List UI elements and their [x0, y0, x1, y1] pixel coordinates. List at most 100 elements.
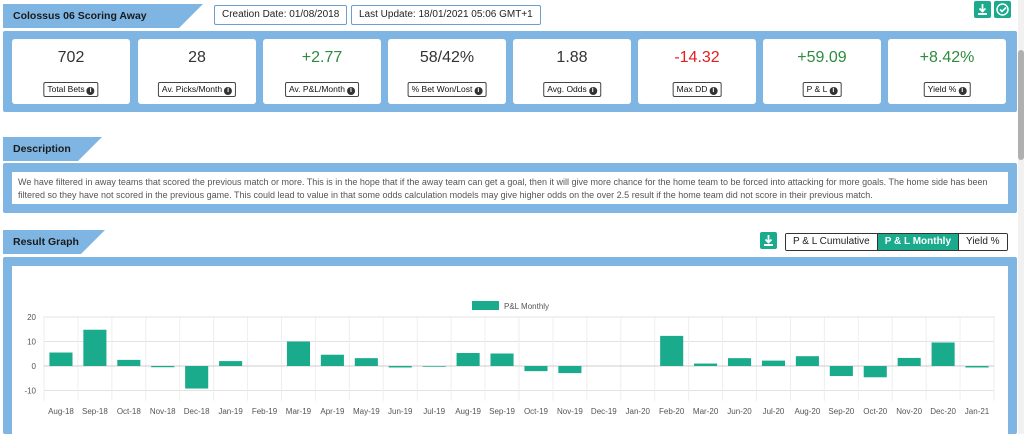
stat-av-pl: +2.77 Av. P&L/Month i [263, 39, 381, 104]
download-icon [978, 4, 987, 15]
bar [49, 352, 73, 366]
stat-value: 58/42% [419, 49, 475, 66]
creation-date: Creation Date: 01/08/2018 [214, 5, 348, 25]
x-tick-label: Feb-19 [252, 407, 278, 416]
stat-max-dd: -14.32 Max DD i [638, 39, 756, 104]
x-tick-label: Sep-20 [828, 407, 854, 416]
stats-panel: 702 Total Bets i 28 Av. Picks/Month i +2.7… [3, 31, 1017, 112]
description-text: We have filtered in away teams that scor… [12, 172, 1008, 204]
info-icon: i [346, 87, 355, 95]
graph-tabs: P & L Cumulative P & L Monthly Yield % [785, 233, 1008, 251]
y-tick-label: -10 [24, 387, 36, 396]
bar [354, 358, 378, 366]
stat-value: +2.77 [301, 49, 343, 66]
x-tick-label: Dec-20 [930, 407, 956, 416]
x-tick-label: Dec-19 [591, 407, 617, 416]
x-tick-label: Dec-18 [184, 407, 210, 416]
stat-value: 1.88 [556, 49, 588, 66]
stat-won-lost: 58/42% % Bet Won/Lost i [388, 39, 506, 104]
info-icon: i [588, 87, 597, 95]
description-panel: We have filtered in away teams that scor… [3, 163, 1017, 213]
stat-value: 702 [57, 49, 85, 66]
x-tick-label: Nov-19 [557, 407, 583, 416]
bar [83, 329, 107, 366]
x-tick-label: Jan-19 [218, 407, 243, 416]
strategy-title: Colossus 06 Scoring Away Overs [3, 4, 203, 46]
chart-area: 20 10 0 -10 Aug-18 Sep-18 Oct-18 Nov-18 Dec-18 Ja… [12, 266, 1008, 434]
info-icon: i [474, 87, 483, 95]
x-tick-label: Jul-19 [423, 407, 445, 416]
x-tick-label: Jun-20 [727, 407, 752, 416]
info-icon: i [86, 87, 95, 95]
tab-yield[interactable]: Yield % [958, 234, 1007, 250]
bar [829, 366, 853, 377]
bar [456, 353, 480, 366]
x-tick-label: Mar-20 [693, 407, 719, 416]
x-tick-label: Aug-20 [794, 407, 820, 416]
bar [422, 366, 446, 367]
follow-button[interactable] [994, 1, 1011, 18]
scrollbar-thumb[interactable] [1018, 50, 1024, 160]
check-icon [996, 3, 1009, 16]
bar [320, 354, 344, 366]
stat-label[interactable]: Avg. Odds i [543, 82, 601, 97]
bar [965, 366, 989, 368]
bar [286, 341, 310, 366]
bar [558, 366, 582, 374]
stat-label[interactable]: Av. P&L/Month i [285, 82, 359, 97]
graph-title: Result Graph [3, 230, 105, 254]
bar [660, 335, 684, 366]
bar [151, 366, 175, 368]
tab-pl-cumulative[interactable]: P & L Cumulative [786, 234, 877, 250]
x-tick-label: Jan-20 [626, 407, 651, 416]
graph-panel: 20 10 0 -10 Aug-18 Sep-18 Oct-18 Nov-18 Dec-18 Ja… [3, 257, 1017, 434]
x-tick-label: Mar-19 [286, 407, 312, 416]
bar [219, 361, 243, 366]
x-tick-label: Feb-20 [659, 407, 685, 416]
x-tick-label: Jan-21 [965, 407, 990, 416]
stat-label[interactable]: Av. Picks/Month i [157, 82, 237, 97]
x-tick-label: Jun-19 [388, 407, 413, 416]
pl-monthly-chart: 20 10 0 -10 Aug-18 Sep-18 Oct-18 Nov-18 Dec-18 Ja… [24, 301, 995, 416]
stat-value: -14.32 [674, 49, 720, 66]
bar [897, 357, 921, 366]
x-tick-label: Sep-18 [82, 407, 108, 416]
y-tick-label: 0 [32, 362, 37, 371]
x-tick-label: Aug-19 [455, 407, 481, 416]
x-tick-label: Nov-20 [896, 407, 922, 416]
x-tick-label: Sep-19 [489, 407, 515, 416]
bar [185, 366, 209, 389]
bar [490, 353, 514, 366]
stat-value: +8.42% [919, 49, 975, 66]
legend-swatch [472, 301, 499, 310]
stat-label[interactable]: Yield % i [923, 82, 971, 97]
x-tick-label: May-19 [353, 407, 380, 416]
x-tick-label: Apr-19 [320, 407, 345, 416]
graph-download-button[interactable] [760, 232, 777, 249]
stat-total-bets: 702 Total Bets i [12, 39, 130, 104]
last-update: Last Update: 18/01/2021 05:06 GMT+1 [351, 5, 541, 25]
x-tick-label: Nov-18 [150, 407, 176, 416]
bar [388, 366, 412, 368]
legend-label: P&L Monthly [504, 302, 549, 311]
bar [761, 360, 785, 366]
tab-pl-monthly[interactable]: P & L Monthly [876, 234, 959, 250]
stat-label[interactable]: % Bet Won/Lost i [407, 82, 487, 97]
x-tick-label: Oct-19 [524, 407, 549, 416]
stat-label[interactable]: Total Bets i [43, 82, 99, 97]
x-tick-label: Jul-20 [763, 407, 785, 416]
y-tick-label: 10 [27, 338, 36, 347]
info-icon: i [958, 87, 967, 95]
x-tick-label: Oct-20 [863, 407, 888, 416]
bar [931, 342, 955, 366]
download-button[interactable] [974, 1, 991, 18]
stat-value: 28 [188, 49, 206, 66]
bar [795, 356, 819, 366]
y-tick-label: 20 [27, 313, 36, 322]
info-icon: i [829, 87, 838, 95]
description-title: Description [3, 137, 102, 161]
scrollbar[interactable] [1018, 0, 1024, 434]
stat-label[interactable]: Max DD i [672, 82, 722, 97]
